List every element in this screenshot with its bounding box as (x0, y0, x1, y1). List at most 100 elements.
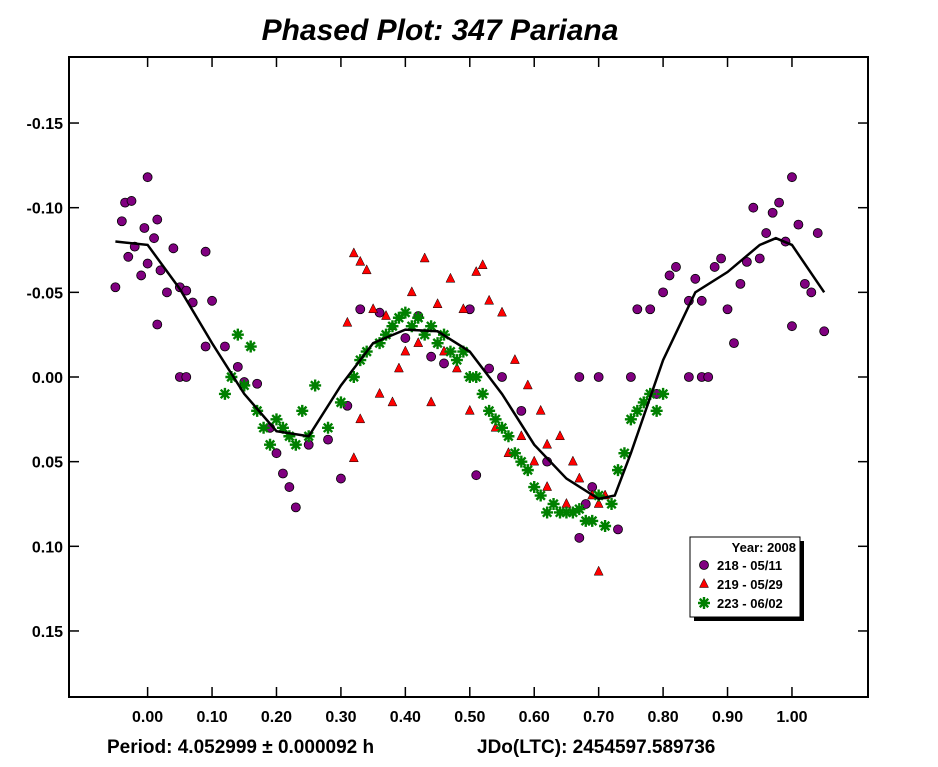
point (508, 447, 521, 460)
point (774, 197, 784, 208)
y-tick-label: -0.15 (27, 116, 64, 133)
point (471, 265, 482, 276)
y-tick-label: 0.00 (32, 370, 63, 387)
x-tick-label: 0.50 (454, 709, 485, 726)
point (445, 272, 456, 283)
point (152, 319, 163, 330)
point (271, 448, 282, 459)
x-tick-label: 0.80 (648, 709, 679, 726)
point (593, 565, 604, 576)
point (348, 452, 359, 463)
point (244, 340, 257, 353)
point (799, 278, 810, 289)
x-tick-label: 0.00 (132, 709, 163, 726)
point (464, 404, 475, 415)
point (309, 379, 322, 392)
point (522, 379, 533, 390)
footer-period: Period: 4.052999 ± 0.000092 h (107, 737, 374, 758)
point (637, 396, 650, 409)
point (567, 455, 578, 466)
point (380, 328, 393, 341)
point (412, 311, 425, 324)
point (767, 207, 778, 218)
legend-label: 218 - 05/11 (717, 558, 782, 573)
point (671, 262, 681, 272)
point (470, 371, 483, 383)
point (400, 345, 411, 356)
point (632, 304, 643, 315)
point (289, 438, 302, 451)
point (574, 372, 585, 382)
legend-marker (699, 560, 709, 570)
point (336, 473, 346, 484)
point (624, 413, 637, 426)
point (168, 243, 179, 254)
point (406, 286, 417, 297)
point (645, 304, 656, 315)
point (529, 455, 540, 466)
point (207, 295, 217, 306)
point (650, 404, 663, 417)
point (136, 270, 147, 281)
point (579, 514, 592, 527)
point (664, 270, 675, 281)
point (200, 246, 211, 257)
point (439, 358, 449, 369)
point (450, 354, 463, 367)
point (392, 311, 405, 324)
point (238, 379, 251, 392)
point (592, 489, 605, 502)
x-tick-label: 0.20 (261, 709, 292, 726)
point (399, 306, 412, 319)
point (463, 371, 476, 383)
point (278, 468, 288, 479)
point (477, 259, 488, 270)
point (599, 519, 612, 532)
point (290, 502, 301, 513)
point (220, 341, 230, 352)
point (162, 287, 172, 298)
point (400, 333, 411, 343)
point (264, 438, 277, 451)
point (657, 387, 670, 400)
point (296, 404, 309, 417)
point (334, 396, 347, 409)
point (516, 430, 527, 441)
point (405, 320, 418, 333)
point (535, 404, 546, 415)
legend: Year: 2008 218 - 05/11 219 - 05/29 223 - 06… (689, 536, 804, 621)
point (806, 287, 817, 298)
point (152, 214, 163, 225)
point (690, 273, 701, 284)
point (625, 372, 636, 382)
point (534, 489, 547, 502)
point (225, 371, 238, 383)
point (683, 372, 694, 382)
point (373, 337, 386, 350)
point (142, 172, 153, 183)
plot-area (110, 172, 830, 576)
x-tick-label: 0.60 (519, 709, 550, 726)
fit-curve (115, 236, 826, 501)
point (709, 262, 720, 272)
point (574, 532, 585, 543)
point (283, 430, 296, 443)
point (381, 309, 391, 320)
point (812, 228, 823, 238)
point (618, 447, 631, 460)
point (425, 320, 438, 333)
x-tick-label: 0.90 (712, 709, 743, 726)
point (509, 354, 520, 364)
point (793, 219, 804, 230)
legend-marker (699, 577, 709, 588)
point (149, 233, 159, 244)
series (110, 172, 830, 543)
point (361, 264, 372, 275)
point (251, 404, 264, 417)
point (218, 387, 231, 400)
point (394, 362, 404, 373)
point (484, 294, 495, 305)
point (387, 396, 398, 407)
y-tick-label: -0.10 (27, 201, 64, 218)
